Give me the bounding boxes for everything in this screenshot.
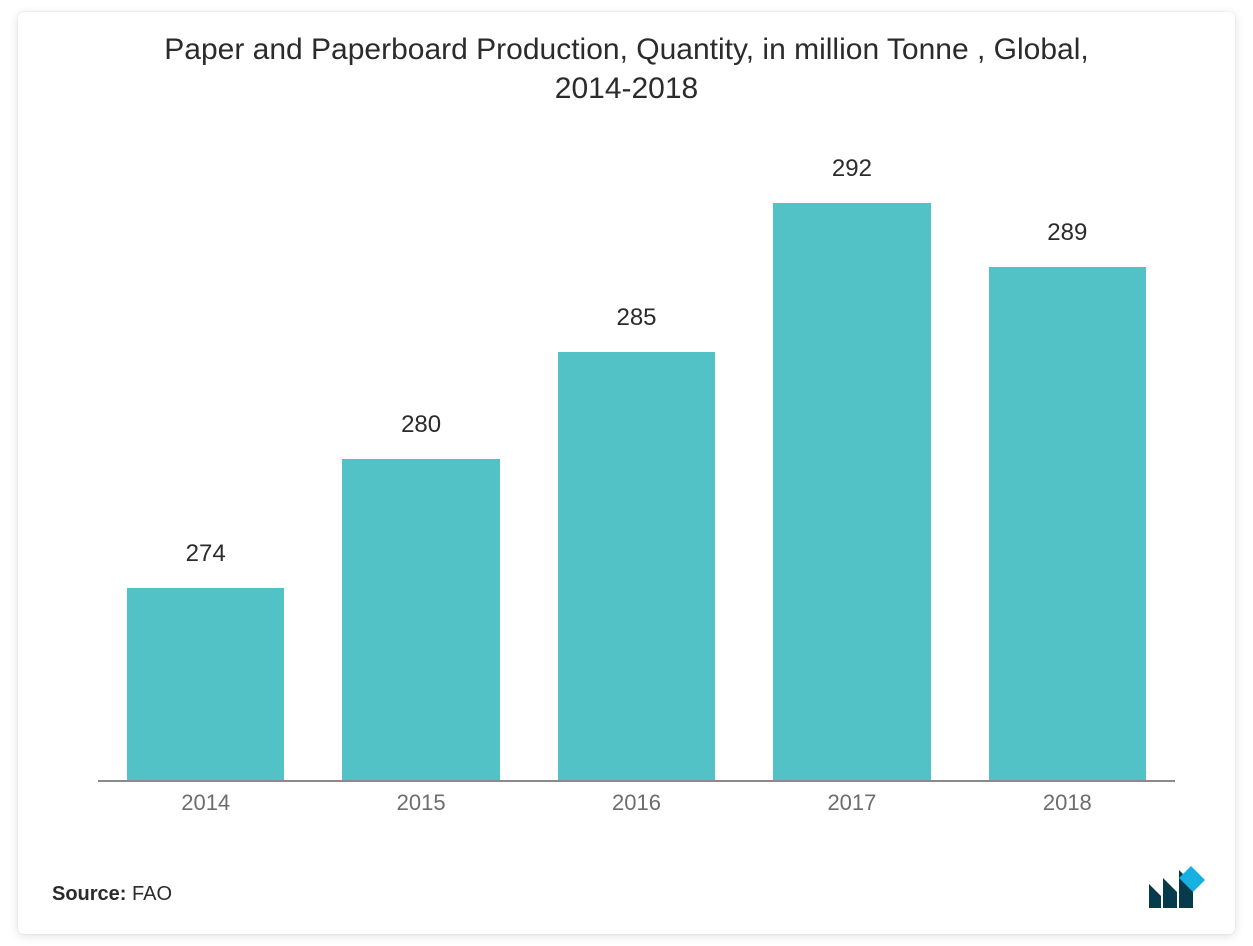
bar-slot: 289 — [960, 162, 1175, 780]
bar — [558, 352, 715, 780]
bars-container: 274 280 285292289 — [98, 162, 1175, 780]
source-value: FAO — [132, 883, 172, 905]
bar-slot: 285 — [529, 162, 744, 780]
bar-value-label: 289 — [960, 219, 1175, 247]
source-footer: Source: FAO — [52, 883, 172, 906]
bar-value-label: 274 — [98, 540, 313, 568]
bar-value-label: 280 — [313, 411, 528, 439]
bar-value-label: 285 — [529, 304, 744, 332]
x-axis-labels: 20142015201620172018 — [98, 790, 1175, 816]
bar — [773, 203, 930, 780]
bar-slot: 274 — [98, 162, 313, 780]
chart-title: Paper and Paperboard Production, Quantit… — [18, 12, 1235, 108]
chart-card: Paper and Paperboard Production, Quantit… — [18, 12, 1235, 934]
bar — [342, 459, 499, 780]
x-axis-label: 2018 — [960, 790, 1175, 816]
bar-value-label: 292 — [744, 155, 959, 183]
brand-logo-icon — [1149, 866, 1205, 908]
x-axis-label: 2016 — [529, 790, 744, 816]
source-label: Source: — [52, 883, 126, 905]
x-axis-label: 2015 — [313, 790, 528, 816]
bar — [989, 267, 1146, 780]
bar-slot: 280 — [313, 162, 528, 780]
bar — [127, 588, 284, 780]
x-axis-label: 2014 — [98, 790, 313, 816]
x-axis-label: 2017 — [744, 790, 959, 816]
chart-plot-area: 274 280 285292289 — [98, 162, 1175, 782]
bar-slot: 292 — [744, 162, 959, 780]
